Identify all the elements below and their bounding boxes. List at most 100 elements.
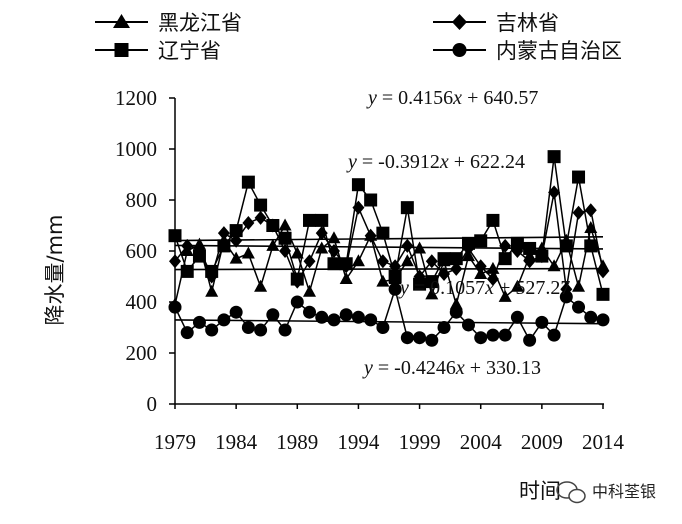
data-point-heilongjiang <box>510 279 524 292</box>
y-tick-label: 800 <box>126 188 158 212</box>
data-point-neimenggu <box>449 305 463 319</box>
y-axis-title: 降水量/mm <box>43 215 67 326</box>
data-point-neimenggu <box>486 328 500 342</box>
data-point-jilin <box>376 254 389 269</box>
data-point-liaoning <box>584 239 598 253</box>
data-point-liaoning <box>425 275 439 289</box>
data-point-neimenggu <box>217 313 231 327</box>
data-point-liaoning <box>205 264 219 278</box>
data-point-liaoning <box>290 272 304 286</box>
watermark: 中科荃银 <box>556 481 656 504</box>
data-point-neimenggu <box>364 313 378 327</box>
data-point-neimenggu <box>303 305 317 319</box>
data-point-heilongjiang <box>376 274 390 287</box>
data-point-heilongjiang <box>425 287 439 300</box>
equation-neimenggu: y = -0.4246x + 330.13 <box>362 357 541 379</box>
data-point-jilin <box>303 254 316 269</box>
legend-item-liaoning: 辽宁省 <box>95 39 221 63</box>
data-point-heilongjiang <box>413 241 427 254</box>
data-point-liaoning <box>449 252 463 266</box>
data-point-liaoning <box>351 178 365 192</box>
x-tick-label: 2014 <box>582 430 625 454</box>
data-point-neimenggu <box>229 305 243 319</box>
data-point-neimenggu <box>327 313 341 327</box>
x-tick-label: 1989 <box>276 430 318 454</box>
data-point-heilongjiang <box>449 297 463 310</box>
data-point-jilin <box>181 238 194 253</box>
data-point-neimenggu <box>498 328 512 342</box>
data-point-neimenggu <box>510 310 524 324</box>
data-point-heilongjiang <box>290 246 304 259</box>
data-point-neimenggu <box>572 300 586 314</box>
data-point-liaoning <box>388 270 402 283</box>
data-point-neimenggu <box>278 323 292 337</box>
data-point-jilin <box>169 254 181 269</box>
x-tick-label: 1984 <box>215 430 258 454</box>
data-point-neimenggu <box>559 290 573 304</box>
x-tick-label: 2009 <box>521 430 563 454</box>
data-point-neimenggu <box>535 315 549 329</box>
y-tick-label: 1200 <box>115 86 157 110</box>
legend: 黑龙江省 辽宁省 吉林省 内蒙古自治区 <box>95 11 622 63</box>
data-point-jilin <box>572 205 585 220</box>
series-neimenggu <box>168 282 610 347</box>
data-point-jilin <box>401 238 414 253</box>
data-point-liaoning <box>572 170 586 184</box>
legend-item-jilin: 吉林省 <box>433 11 559 35</box>
x-axis-title: 时间 <box>519 479 561 503</box>
data-point-liaoning <box>510 236 524 250</box>
data-point-liaoning <box>339 257 353 271</box>
data-point-liaoning <box>486 213 500 227</box>
data-point-jilin <box>548 185 561 200</box>
data-point-liaoning <box>474 234 488 248</box>
data-point-neimenggu <box>315 310 329 324</box>
data-point-jilin <box>364 228 377 243</box>
legend-label-jilin: 吉林省 <box>496 11 559 35</box>
data-point-liaoning <box>559 239 573 253</box>
data-point-liaoning <box>266 219 280 232</box>
data-point-liaoning <box>168 229 182 243</box>
data-point-jilin <box>254 210 267 225</box>
data-point-neimenggu <box>425 333 439 347</box>
legend-label-neimenggu: 内蒙古自治区 <box>496 39 622 63</box>
data-point-heilongjiang <box>254 279 268 292</box>
data-point-liaoning <box>217 239 231 253</box>
data-point-liaoning <box>437 252 451 266</box>
data-point-neimenggu <box>254 323 268 337</box>
data-point-heilongjiang <box>339 272 353 285</box>
data-point-heilongjiang <box>241 246 255 259</box>
data-point-neimenggu <box>168 300 182 314</box>
data-point-neimenggu <box>205 323 219 337</box>
data-point-liaoning <box>400 201 414 215</box>
data-point-jilin <box>597 264 609 279</box>
legend-label-heilongjiang: 黑龙江省 <box>158 11 242 35</box>
data-point-neimenggu <box>290 295 304 309</box>
x-tick-label: 1994 <box>337 430 380 454</box>
y-tick-label: 0 <box>147 392 158 416</box>
data-point-heilongjiang <box>266 238 280 251</box>
data-point-liaoning <box>364 193 378 207</box>
data-point-liaoning <box>596 287 610 301</box>
data-point-neimenggu <box>339 308 353 322</box>
data-point-jilin <box>217 226 230 241</box>
data-point-neimenggu <box>547 328 561 342</box>
series-liaoning <box>168 150 610 301</box>
y-tick-label: 1000 <box>115 137 157 161</box>
data-point-heilongjiang <box>327 231 341 244</box>
data-point-liaoning <box>254 198 268 212</box>
wechat-icon <box>556 481 586 504</box>
data-point-liaoning <box>278 231 292 245</box>
data-point-liaoning <box>303 213 317 227</box>
data-point-jilin <box>450 261 463 276</box>
data-point-liaoning <box>413 277 427 291</box>
trend-line-heilongjiang <box>174 267 604 271</box>
data-point-liaoning <box>376 226 390 240</box>
data-point-liaoning <box>547 150 561 164</box>
data-point-neimenggu <box>388 282 402 296</box>
data-point-liaoning <box>180 264 194 278</box>
data-point-neimenggu <box>596 313 610 327</box>
data-point-jilin <box>486 272 499 287</box>
data-point-jilin <box>230 233 243 248</box>
data-point-neimenggu <box>192 315 206 329</box>
y-tick-label: 400 <box>126 290 158 314</box>
